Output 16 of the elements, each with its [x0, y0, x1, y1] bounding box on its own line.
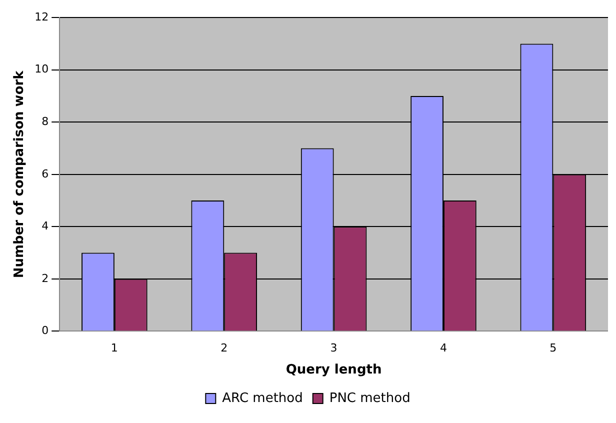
y-tick-label: 4 [42, 220, 49, 233]
y-axis-title: Number of comparison work [12, 70, 28, 278]
x-tick-label: 4 [440, 342, 447, 355]
y-tick-label: 6 [42, 167, 49, 180]
y-tick-label: 0 [42, 324, 49, 338]
y-tick-label: 8 [42, 114, 49, 128]
y-tick-label: 10 [34, 62, 49, 76]
x-tick-label: 3 [330, 342, 338, 355]
legend-label: PNC method [329, 390, 410, 406]
y-tick-label: 12 [34, 10, 49, 24]
x-tick-label: 1 [110, 342, 118, 355]
x-tick-label: 2 [220, 342, 228, 355]
x-axis-title: Query length [286, 362, 382, 378]
y-tick-label: 2 [42, 272, 49, 285]
legend-label: ARC method [222, 390, 303, 406]
x-tick-label: 5 [550, 342, 557, 355]
